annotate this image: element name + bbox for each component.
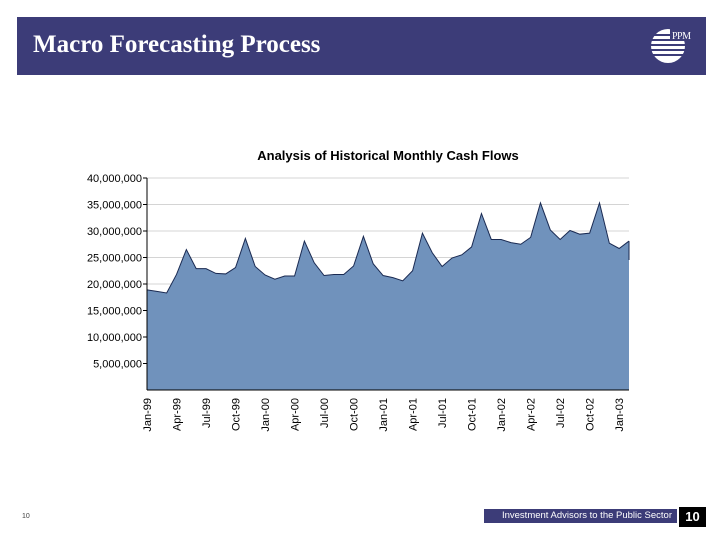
y-tick-label: 10,000,000 (87, 332, 142, 344)
x-tick-label: Oct-00 (349, 398, 361, 431)
ppm-logo: PPM (650, 23, 700, 69)
page-number-badge: 10 (679, 507, 706, 527)
x-tick-label: Apr-02 (526, 398, 538, 431)
x-tick-label: Apr-00 (290, 398, 302, 431)
chart-title: Analysis of Historical Monthly Cash Flow… (257, 148, 519, 163)
x-tick-label: Jan-99 (142, 398, 154, 432)
x-tick-label: Oct-01 (467, 398, 479, 431)
x-tick-label: Oct-99 (231, 398, 243, 431)
x-tick-label: Apr-99 (172, 398, 184, 431)
cash-flow-chart: Analysis of Historical Monthly Cash Flow… (87, 148, 630, 432)
slide-title: Macro Forecasting Process (33, 31, 321, 58)
y-tick-label: 40,000,000 (87, 173, 142, 185)
x-tick-label: Apr-01 (408, 398, 420, 431)
y-axis-tick-labels: 40,000,000 35,000,000 30,000,000 25,000,000… (87, 173, 142, 371)
logo-text: PPM (672, 31, 691, 42)
area-line (146, 201, 630, 294)
chart-axes (146, 178, 629, 391)
y-tick-label: 35,000,000 (87, 200, 142, 212)
slide-header: Macro Forecasting Process PPM (17, 17, 706, 75)
x-tick-label: Jul-99 (201, 398, 213, 428)
x-tick-label: Jul-02 (555, 398, 567, 428)
x-tick-label: Jul-01 (437, 398, 449, 428)
chart-area-series (146, 201, 630, 390)
x-tick-label: Oct-02 (585, 398, 597, 431)
footer-page-number-small: 10 (22, 513, 30, 520)
y-tick-label: 5,000,000 (93, 359, 142, 371)
x-axis-tick-labels: Jan-99 Apr-99 Jul-99 Oct-99 Jan-00 Apr-00 Jul-… (142, 398, 626, 432)
x-tick-label: Jul-00 (319, 398, 331, 428)
x-tick-label: Jan-02 (496, 398, 508, 432)
x-tick-label: Jan-00 (260, 398, 272, 432)
y-tick-label: 15,000,000 (87, 306, 142, 318)
footer-tagline: Investment Advisors to the Public Sector (484, 509, 677, 523)
y-tick-label: 20,000,000 (87, 279, 142, 291)
logo-globe-icon (650, 29, 690, 63)
y-tick-label: 25,000,000 (87, 253, 142, 265)
x-tick-label: Jan-01 (378, 398, 390, 432)
x-tick-label: Jan-03 (614, 398, 626, 432)
y-tick-label: 30,000,000 (87, 226, 142, 238)
area-fill (147, 202, 629, 390)
